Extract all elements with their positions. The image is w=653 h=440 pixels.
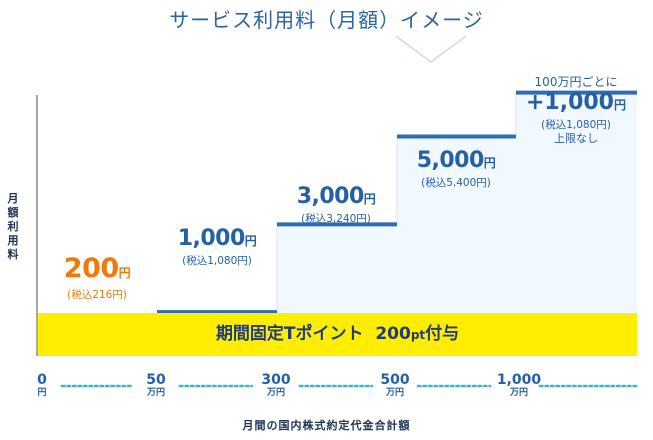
x-tick-unit-5: 万円: [509, 388, 528, 398]
x-axis-title: 月間の国内株式約定代金合計額: [242, 419, 411, 432]
step-tax-1: (税込216円): [67, 289, 127, 301]
title-pointer: [395, 35, 467, 63]
step-tax-5: (税込1,080円): [541, 119, 611, 131]
x-tick-2: 50 万円: [126, 372, 186, 399]
step-unit-2: 円: [244, 234, 257, 248]
x-tick-unit-4: 万円: [385, 388, 404, 398]
step-unit-4: 円: [483, 156, 496, 170]
step-label-4: 5,000円 (税込5,400円): [397, 148, 515, 190]
step-label-3: 3,000円 (税込3,240円): [277, 184, 395, 226]
x-tick-value-1: 0: [37, 372, 47, 388]
step-price-1: 200: [63, 253, 119, 284]
x-tick-unit-3: 万円: [266, 388, 285, 398]
band-suffix: 付与: [425, 324, 460, 344]
step-fill-5: [516, 92, 637, 357]
step-unit-1: 円: [118, 266, 131, 280]
x-tick-value-5: 1,000: [496, 372, 542, 388]
step-price-3: 3,000: [296, 184, 365, 209]
x-tick-unit-1: 円: [37, 388, 47, 398]
band-unit: pt: [410, 328, 426, 342]
chart-title: サービス利用料（月額）イメージ: [169, 8, 484, 32]
x-tick-5: 1,000 万円: [489, 372, 549, 399]
x-tick-3: 300 万円: [246, 372, 306, 399]
x-tick-value-3: 300: [261, 372, 291, 388]
x-tick-unit-2: 万円: [146, 388, 165, 398]
x-tick-1: 0 円: [12, 372, 72, 399]
points-band: 期間固定Tポイント 200pt付与: [38, 313, 637, 356]
band-label: 期間固定Tポイント: [215, 324, 364, 344]
y-axis-label: 月額利用料: [7, 192, 19, 261]
x-tick-4: 500 万円: [365, 372, 425, 399]
step-label-2: 1,000円 (税込1,080円): [158, 226, 276, 268]
x-tick-value-2: 50: [146, 372, 166, 388]
step-price-5: +1,000: [525, 90, 614, 115]
step-limit-5: 上限なし: [554, 132, 598, 145]
step-unit-3: 円: [363, 192, 376, 206]
band-value: 200: [375, 324, 411, 344]
step-label-1: 200円 (税込216円): [42, 254, 152, 302]
step-tax-4: (税込5,400円): [421, 177, 491, 189]
step-unit-5: 円: [614, 98, 627, 112]
x-tick-value-4: 500: [380, 372, 410, 388]
step-price-2: 1,000: [177, 226, 246, 251]
step-price-4: 5,000: [416, 148, 485, 173]
step-tax-3: (税込3,240円): [301, 213, 371, 225]
step-label-5: 100万円ごとに +1,000円 (税込1,080円) 上限なし: [516, 74, 636, 146]
step-note-5: 100万円ごとに: [534, 75, 618, 89]
step-tax-2: (税込1,080円): [182, 255, 252, 267]
